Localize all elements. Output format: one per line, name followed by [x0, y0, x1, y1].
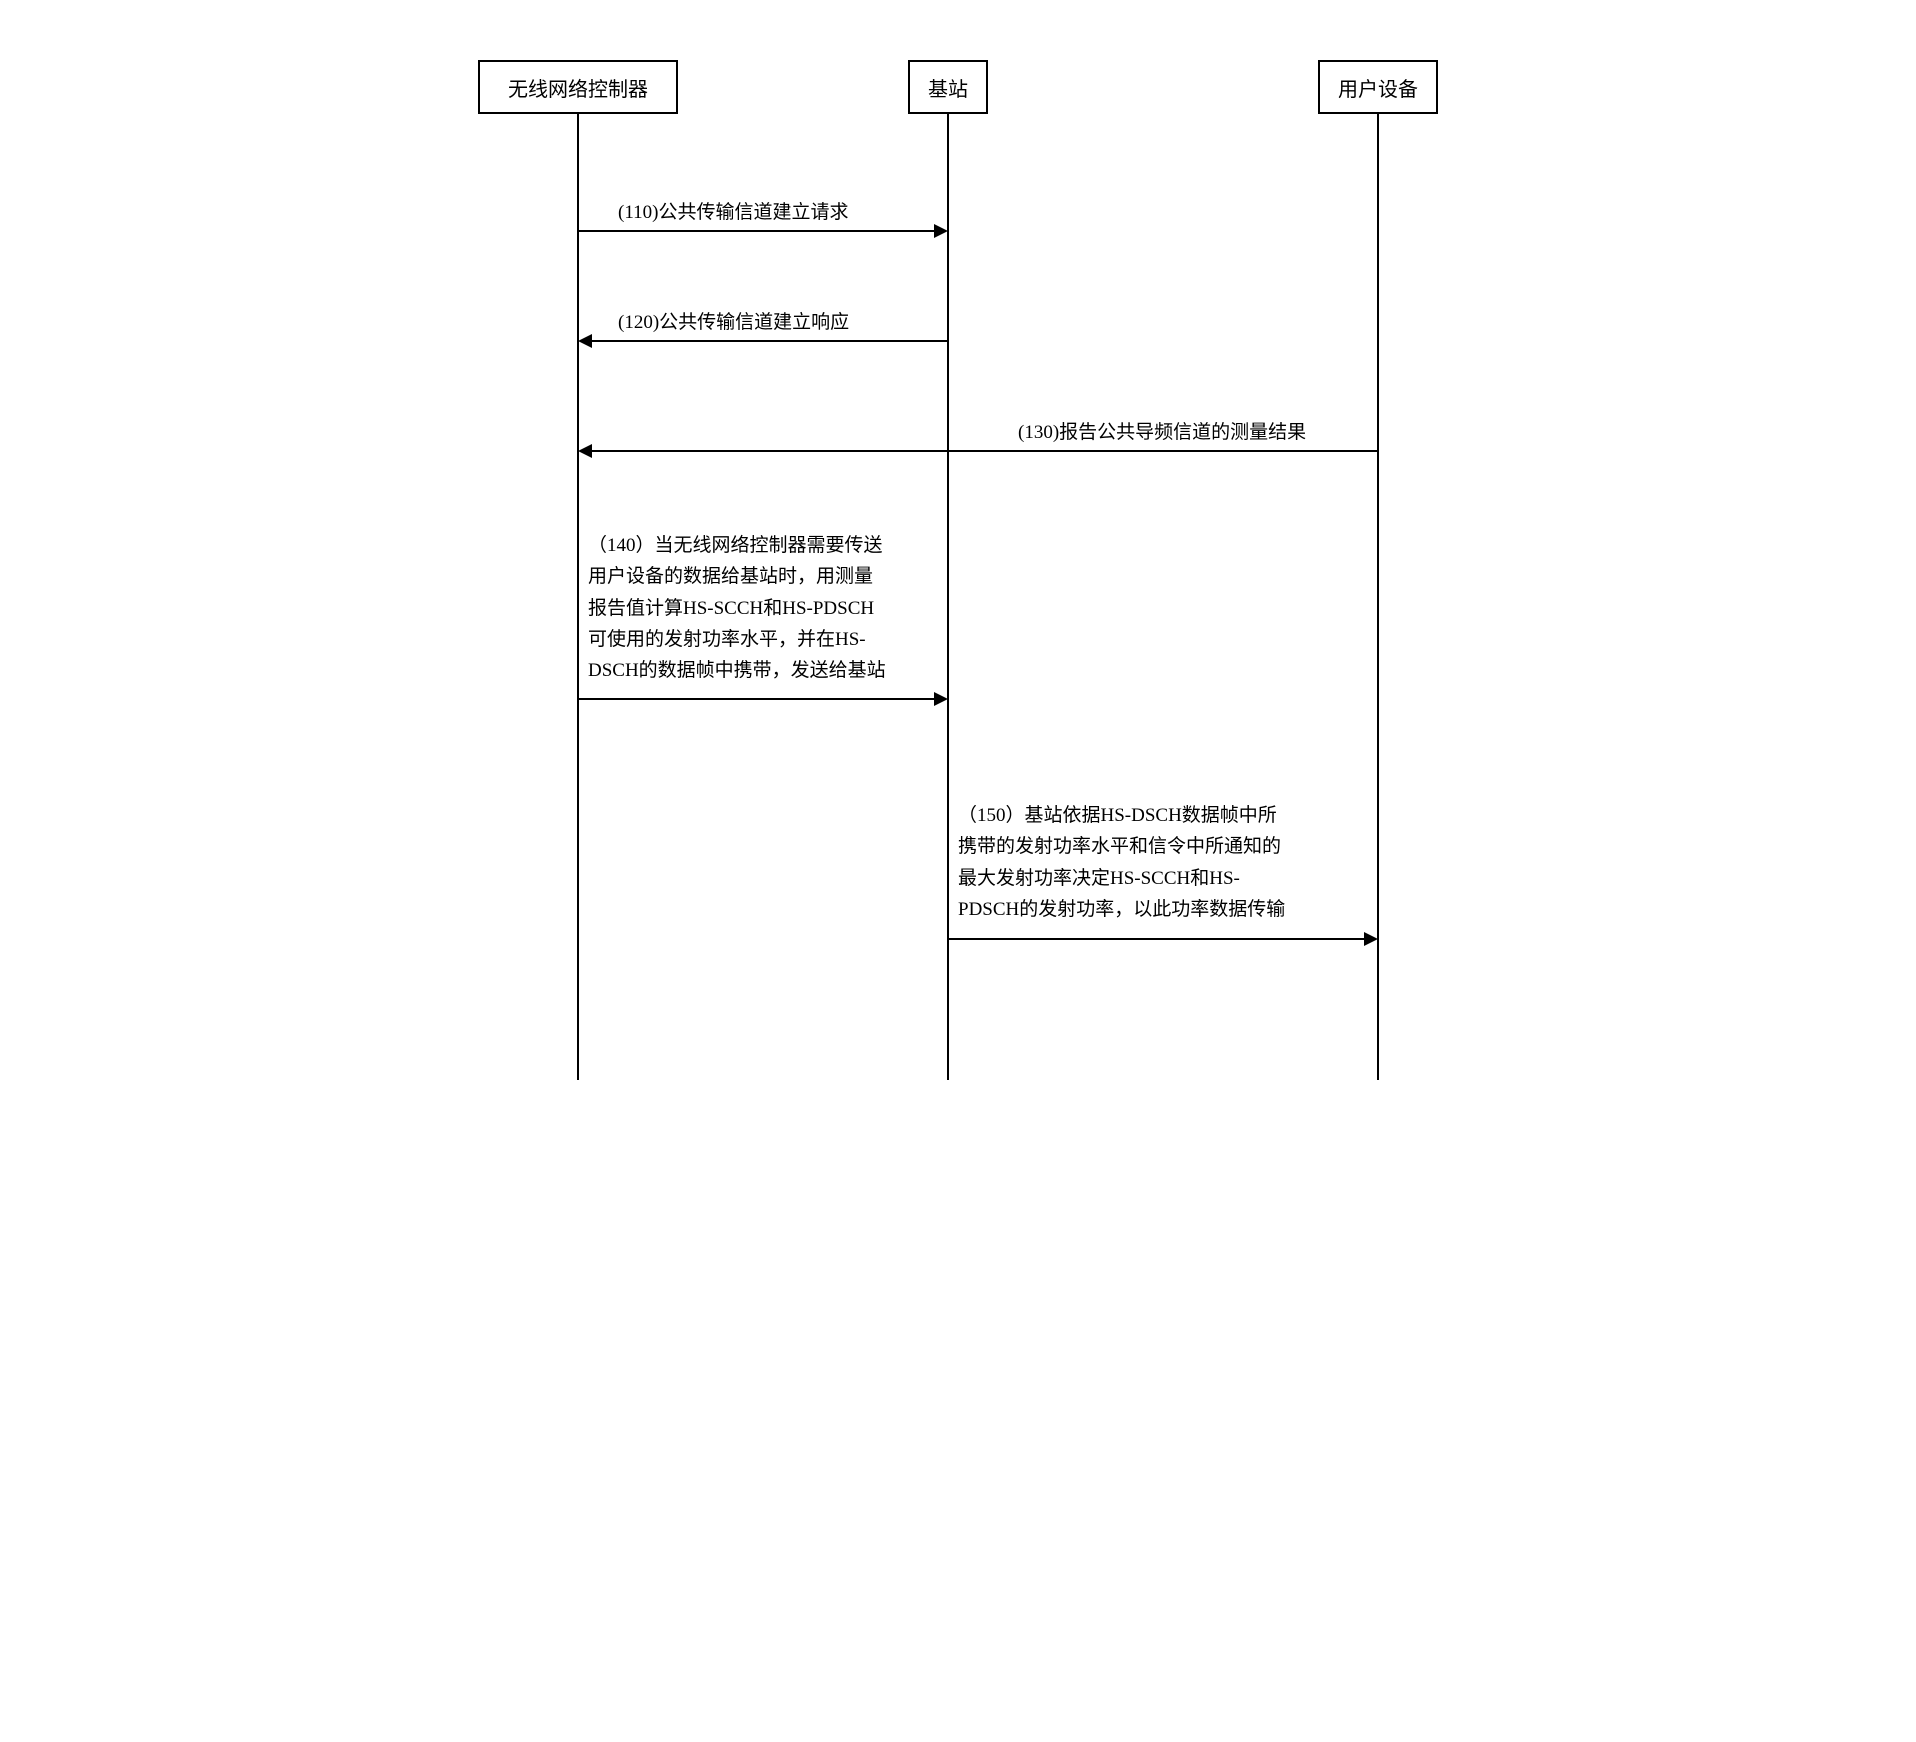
msg-150-line-1: 携带的发射功率水平和信令中所通知的	[958, 831, 1378, 862]
msg-120-text: (120)公共传输信道建立响应	[618, 308, 849, 338]
msg-140-block: （140）当无线网络控制器需要传送 用户设备的数据给基站时，用测量 报告值计算H…	[588, 530, 948, 687]
msg-140-arrow	[578, 698, 934, 700]
msg-150-line-0: （150）基站依据HS-DSCH数据帧中所	[958, 800, 1378, 831]
msg-140-line-4: DSCH的数据帧中携带，发送给基站	[588, 655, 948, 686]
msg-130-arrow	[592, 450, 1378, 452]
sequence-diagram: 无线网络控制器 基站 用户设备 (110)公共传输信道建立请求 (120)公共传…	[458, 60, 1458, 1080]
msg-140-line-3: 可使用的发射功率水平，并在HS-	[588, 624, 948, 655]
msg-150-arrow	[948, 938, 1364, 940]
actor-rnc: 无线网络控制器	[478, 60, 678, 114]
actor-ue: 用户设备	[1318, 60, 1438, 114]
msg-140-line-2: 报告值计算HS-SCCH和HS-PDSCH	[588, 593, 948, 624]
actor-ue-label: 用户设备	[1338, 73, 1418, 102]
msg-150-line-2: 最大发射功率决定HS-SCCH和HS-	[958, 863, 1378, 894]
msg-150-line-3: PDSCH的发射功率，以此功率数据传输	[958, 894, 1378, 925]
actor-bs: 基站	[908, 60, 988, 114]
msg-120-arrow	[592, 340, 948, 342]
msg-140-line-1: 用户设备的数据给基站时，用测量	[588, 561, 948, 592]
msg-150-arrowhead	[1364, 932, 1378, 946]
msg-110-arrow	[578, 230, 934, 232]
actor-bs-label: 基站	[928, 73, 968, 102]
msg-140-line-0: （140）当无线网络控制器需要传送	[588, 530, 948, 561]
msg-130-arrowhead	[578, 444, 592, 458]
msg-110-text: (110)公共传输信道建立请求	[618, 198, 848, 228]
msg-130-text: (130)报告公共导频信道的测量结果	[1018, 418, 1306, 448]
msg-140-arrowhead	[934, 692, 948, 706]
actor-rnc-label: 无线网络控制器	[508, 73, 648, 102]
msg-110-arrowhead	[934, 224, 948, 238]
msg-150-block: （150）基站依据HS-DSCH数据帧中所 携带的发射功率水平和信令中所通知的 …	[958, 800, 1378, 925]
msg-120-arrowhead	[578, 334, 592, 348]
lifeline-rnc	[577, 114, 579, 1080]
